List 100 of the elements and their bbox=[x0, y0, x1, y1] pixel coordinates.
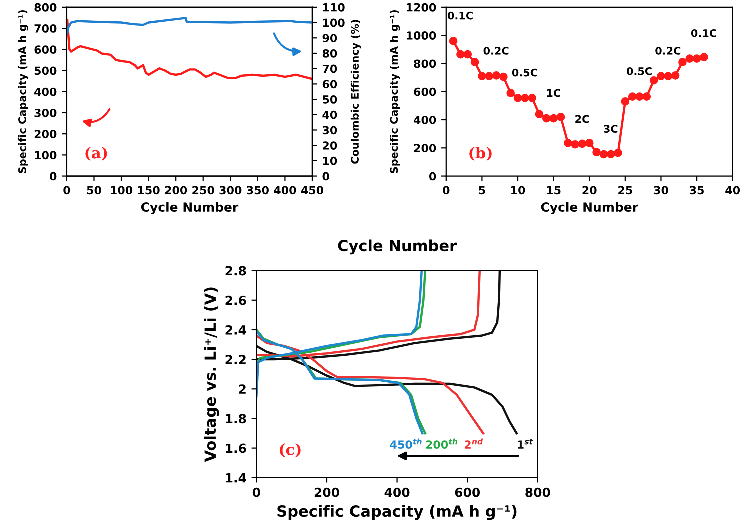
x-tick-label: 600 bbox=[455, 488, 480, 498]
annotation: 3C bbox=[604, 125, 618, 134]
point bbox=[686, 54, 694, 63]
x-tick-label: 400 bbox=[274, 186, 296, 195]
x-axis-title: Cycle Number bbox=[141, 202, 239, 215]
y-tick-label: 400 bbox=[34, 88, 57, 96]
point bbox=[528, 94, 536, 102]
y2-axis-title: Coulombic Efficiency (%) bbox=[350, 20, 362, 164]
x-tick-label: 10 bbox=[512, 186, 526, 195]
x-tick-label: 150 bbox=[138, 186, 160, 195]
series-label: 200$^{th}$ bbox=[426, 438, 458, 450]
x-tick-label: 400 bbox=[384, 488, 410, 498]
point bbox=[550, 114, 558, 123]
annotation: 2C bbox=[576, 115, 590, 124]
y-tick-label: 2.2 bbox=[226, 355, 246, 364]
y-tick-label: 0 bbox=[429, 172, 436, 181]
y-tick-label: 1.4 bbox=[226, 474, 246, 483]
x-tick-label: 0 bbox=[443, 186, 450, 195]
x-tick-label: 15 bbox=[547, 186, 561, 195]
y-axis-title: Specific Capacity (mA h g⁻¹) bbox=[390, 10, 400, 174]
annotation: 0.1C bbox=[448, 12, 473, 20]
x-tick-label: 350 bbox=[247, 186, 269, 195]
y-tick-label: 300 bbox=[34, 108, 57, 118]
y-tick-label: 200 bbox=[414, 144, 436, 153]
y-tick-label: 2.6 bbox=[226, 296, 246, 306]
y2-tick-label: 70 bbox=[322, 64, 338, 74]
x-tick-label: 450 bbox=[301, 186, 324, 195]
x-tick-label: 100 bbox=[111, 186, 133, 195]
y-tick-label: 1000 bbox=[407, 32, 436, 40]
point bbox=[464, 50, 472, 59]
y2-tick-label: 20 bbox=[323, 142, 338, 150]
y-tick-label: 200 bbox=[34, 130, 57, 138]
x-tick-label: 200 bbox=[314, 488, 340, 498]
annotation: 0.2C bbox=[656, 47, 681, 55]
x-tick-label: 800 bbox=[526, 488, 550, 498]
y-tick-label: 2.4 bbox=[226, 325, 246, 335]
y-tick-label: 2 bbox=[239, 384, 246, 394]
point bbox=[592, 148, 601, 157]
y-tick-label: 1200 bbox=[407, 3, 436, 12]
point bbox=[456, 50, 465, 59]
y-tick-label: 500 bbox=[34, 66, 57, 76]
y2-tick-label: 80 bbox=[322, 49, 338, 58]
y2-tick-label: 0 bbox=[322, 172, 330, 181]
point bbox=[578, 140, 587, 148]
point bbox=[700, 53, 708, 62]
series-label: 1$^{st}$ bbox=[518, 439, 534, 449]
x-tick-label: 30 bbox=[654, 186, 668, 195]
x-axis-title: Specific Capacity (mA h g⁻¹) bbox=[278, 505, 517, 520]
y-tick-label: 0 bbox=[50, 172, 57, 181]
point bbox=[678, 58, 687, 66]
series-label: 2$^{nd}$ bbox=[464, 438, 484, 449]
y-tick-label: 600 bbox=[34, 46, 57, 54]
point bbox=[692, 54, 702, 63]
x-tick-label: 250 bbox=[192, 186, 214, 195]
y-axis-title: Voltage vs. Li⁺/Li (V) bbox=[204, 288, 220, 462]
y2-tick-label: 10 bbox=[323, 156, 338, 166]
point bbox=[449, 37, 458, 46]
annotation: 0.5C bbox=[512, 68, 538, 77]
y-tick-label: 800 bbox=[34, 3, 57, 12]
point bbox=[492, 72, 501, 80]
annotation: (b) bbox=[470, 146, 492, 161]
y2-tick-label: 60 bbox=[322, 80, 338, 89]
y-axis-title: Specific Capacity (mA h g⁻¹) bbox=[18, 10, 28, 174]
annotation: 1C bbox=[547, 89, 560, 98]
series-label: 450$^{th}$ bbox=[390, 438, 422, 450]
point bbox=[621, 98, 630, 106]
y2-tick-label: 40 bbox=[322, 110, 338, 120]
point bbox=[500, 72, 508, 82]
point bbox=[564, 139, 572, 148]
point bbox=[470, 58, 480, 66]
y-tick-label: 2.8 bbox=[226, 266, 246, 276]
x-tick-label: 0 bbox=[64, 186, 70, 195]
point bbox=[535, 110, 544, 119]
point bbox=[614, 148, 622, 158]
y-tick-label: 700 bbox=[34, 24, 57, 33]
chart-title: Cycle Number bbox=[338, 240, 458, 255]
x-tick-label: 5 bbox=[479, 186, 486, 195]
point bbox=[642, 92, 652, 101]
annotation: 0.5C bbox=[626, 67, 652, 76]
point bbox=[628, 92, 637, 101]
y2-tick-label: 50 bbox=[323, 96, 338, 104]
x-tick-label: 25 bbox=[618, 186, 632, 195]
x-tick-label: 50 bbox=[87, 186, 102, 195]
point bbox=[606, 150, 616, 159]
point bbox=[521, 94, 530, 102]
x-tick-label: 35 bbox=[690, 186, 704, 195]
x-axis-title: Cycle Number bbox=[541, 202, 638, 215]
annotation: (a) bbox=[86, 146, 108, 161]
line-series bbox=[66, 18, 312, 80]
point bbox=[671, 72, 680, 80]
annotation: 0.1C bbox=[691, 29, 716, 38]
point bbox=[514, 94, 522, 102]
y2-tick-label: 110 bbox=[323, 3, 345, 12]
point bbox=[600, 150, 608, 159]
y-tick-label: 1.6 bbox=[226, 444, 246, 454]
point bbox=[556, 113, 566, 122]
y2-tick-label: 100 bbox=[323, 18, 345, 28]
y2-tick-label: 30 bbox=[322, 126, 338, 135]
line-series bbox=[66, 17, 312, 35]
x-tick-label: 20 bbox=[582, 186, 597, 195]
